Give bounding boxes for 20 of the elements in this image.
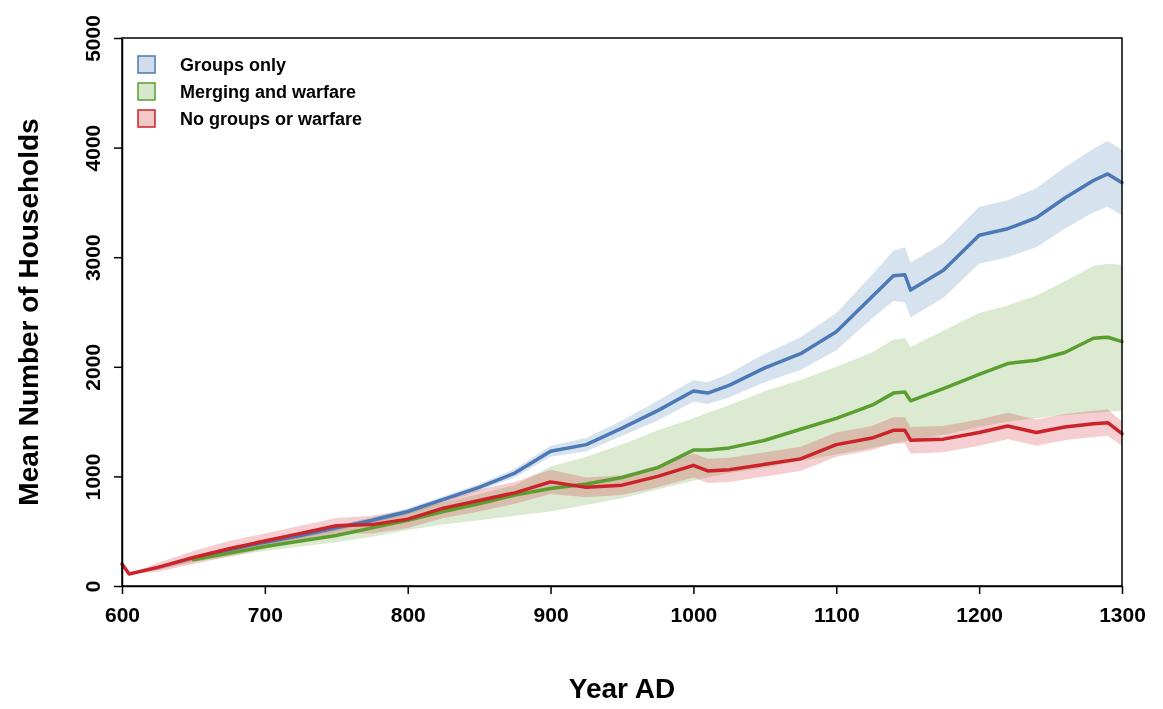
y-tick-label: 2000 [80, 343, 104, 391]
x-tick-label: 1300 [1099, 603, 1146, 627]
line-series [191, 335, 1124, 562]
legend-label: Groups only [180, 55, 287, 75]
x-tick-label: 600 [104, 603, 141, 627]
y-tick-label: 1000 [80, 453, 104, 501]
x-axis-title: Year AD [568, 673, 676, 704]
legend-label: No groups or warfare [180, 109, 363, 129]
y-tick-label: 3000 [80, 234, 104, 282]
x-tick-label: 1100 [814, 603, 860, 627]
x-tick-label: 700 [247, 603, 283, 627]
x-tick-label: 1200 [956, 603, 1003, 627]
y-tick-label: 5000 [80, 15, 104, 62]
y-tick-label: 0 [80, 580, 104, 593]
x-tick-label: 800 [390, 603, 426, 627]
y-tick-label: 4000 [80, 124, 104, 172]
legend-label: Merging and warfare [180, 82, 357, 102]
y-axis-title: Mean Number of Households [13, 118, 44, 506]
x-tick-label: 900 [533, 603, 569, 627]
x-tick-label: 1000 [670, 603, 718, 627]
